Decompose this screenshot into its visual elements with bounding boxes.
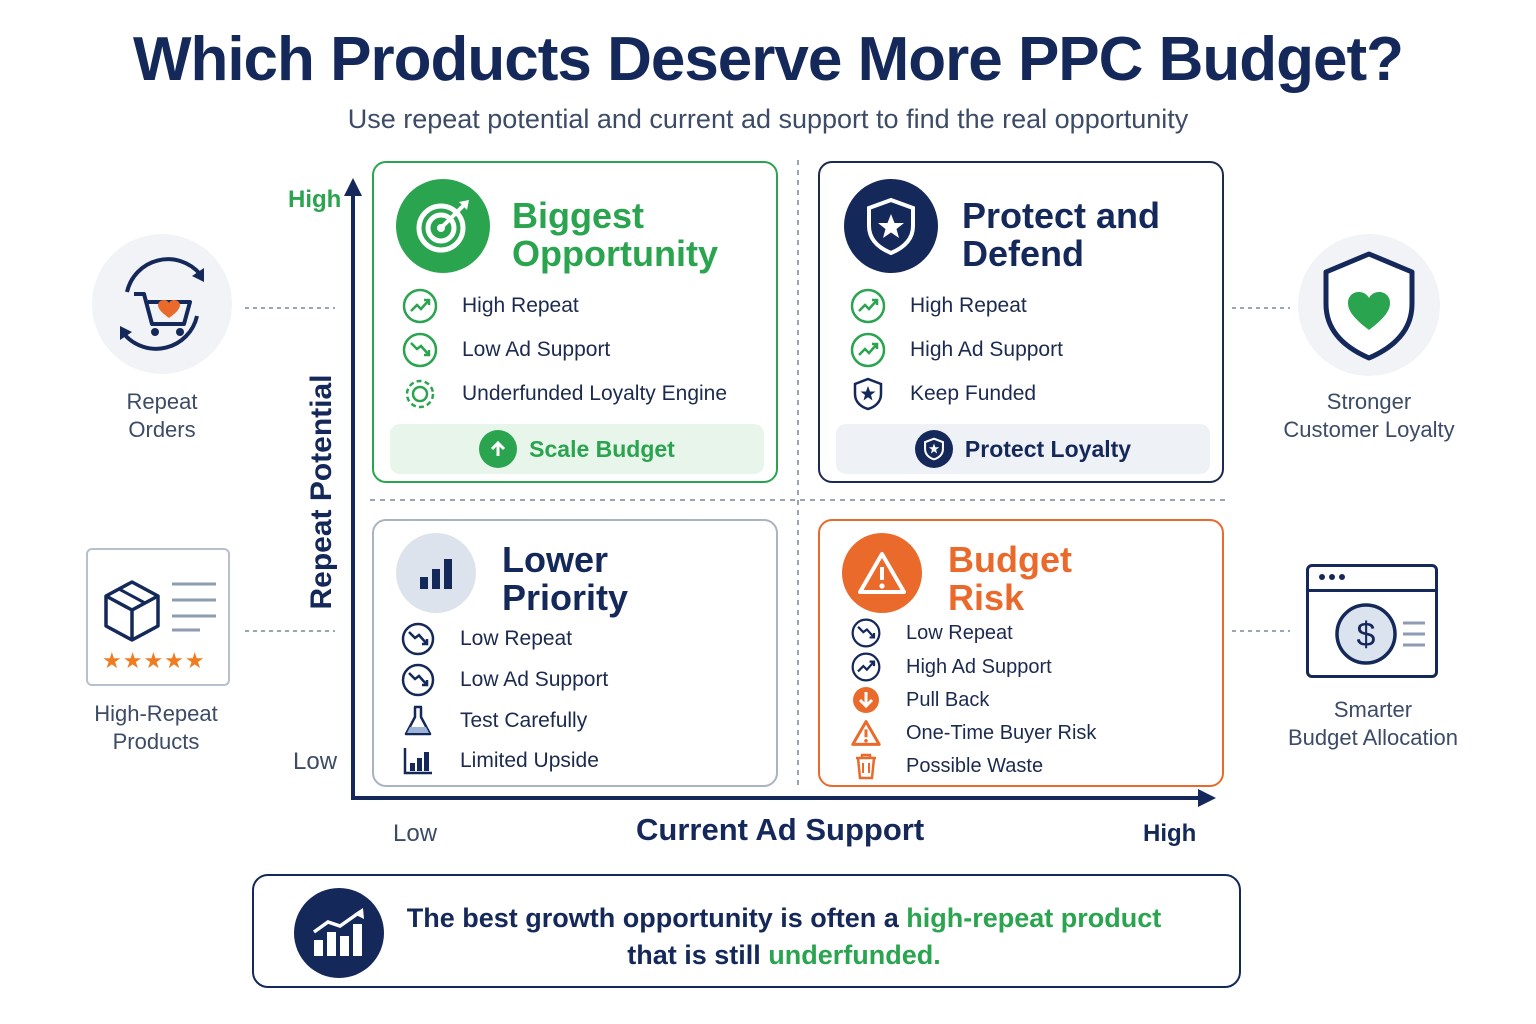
list-item: Underfunded Loyalty Engine xyxy=(402,376,727,412)
x-axis-arrow xyxy=(1198,789,1216,807)
target-icon xyxy=(396,179,490,273)
shield-heart-icon xyxy=(1323,251,1415,361)
list-item: Low Repeat xyxy=(400,621,572,657)
x-axis-high: High xyxy=(1143,820,1197,847)
footer-callout: The best growth opportunity is often a h… xyxy=(252,874,1241,988)
cart-repeat-icon xyxy=(120,257,204,351)
warning-icon xyxy=(842,533,922,613)
list-item: Possible Waste xyxy=(848,748,1043,784)
list-item: High Ad Support xyxy=(850,332,1063,368)
highlight-high-repeat: high-repeat product xyxy=(906,903,1162,933)
page-subtitle: Use repeat potential and current ad supp… xyxy=(347,104,1189,134)
list-item: Low Ad Support xyxy=(402,332,610,368)
footer-message: The best growth opportunity is often a h… xyxy=(406,903,1162,970)
bar-chart-icon xyxy=(400,743,436,779)
quadrant-title: Lower Priority xyxy=(502,539,629,618)
high-repeat-products-label: High-Repeat Products xyxy=(94,701,218,754)
high-repeat-products-card: ★★★★★ xyxy=(86,548,230,686)
list-item: Low Ad Support xyxy=(400,662,608,698)
quadrant-biggest-opportunity: Biggest Opportunity High Repeat Low Ad S… xyxy=(372,161,778,483)
growth-chart-icon xyxy=(294,888,384,978)
repeat-orders-badge xyxy=(92,234,232,374)
dollar-coin-icon: $ xyxy=(1335,603,1425,665)
list-item: High Repeat xyxy=(850,288,1027,324)
trash-icon xyxy=(848,748,884,784)
list-item: Test Carefully xyxy=(400,703,587,739)
list-item: Limited Upside xyxy=(400,743,599,779)
y-axis-label: Repeat Potential xyxy=(305,374,338,610)
x-axis-low: Low xyxy=(393,820,438,847)
protect-loyalty-button[interactable]: Protect Loyalty xyxy=(836,424,1210,474)
quadrant-lower-priority: Lower Priority Low Repeat Low Ad Support… xyxy=(372,519,778,787)
shield-star-icon xyxy=(850,376,886,412)
trend-down-icon xyxy=(402,332,438,368)
product-box-icon xyxy=(104,580,216,642)
scale-budget-button[interactable]: Scale Budget xyxy=(390,424,764,474)
quadrant-title: Protect and Defend xyxy=(962,195,1161,274)
list-item: Pull Back xyxy=(848,682,989,718)
page-title: Which Products Deserve More PPC Budget? xyxy=(132,25,1404,94)
quadrant-protect-defend: Protect and Defend High Repeat High Ad S… xyxy=(818,161,1224,483)
stronger-loyalty-label: Stronger Customer Loyalty xyxy=(1283,389,1455,442)
quadrant-title: Biggest Opportunity xyxy=(512,195,718,274)
five-star-rating-icon: ★★★★★ xyxy=(102,648,206,673)
arrow-down-icon xyxy=(848,682,884,718)
y-axis-arrow xyxy=(344,178,362,196)
repeat-orders-label: Repeat Orders xyxy=(126,389,198,442)
gear-icon xyxy=(402,376,438,412)
stronger-loyalty-badge xyxy=(1298,234,1440,376)
y-axis-high: High xyxy=(288,186,342,213)
trend-down-icon xyxy=(848,615,884,651)
trend-up-icon xyxy=(848,649,884,685)
warning-icon xyxy=(848,715,884,751)
arrow-up-icon xyxy=(479,430,518,468)
svg-text:$: $ xyxy=(1357,616,1376,654)
smarter-budget-card: $ xyxy=(1306,564,1438,678)
list-item: Keep Funded xyxy=(850,376,1036,412)
list-item: High Ad Support xyxy=(848,649,1052,685)
shield-star-icon xyxy=(844,179,938,273)
list-item: One-Time Buyer Risk xyxy=(848,715,1096,751)
shield-star-icon xyxy=(914,430,953,468)
quadrant-title: Budget Risk xyxy=(948,539,1072,618)
trend-up-icon xyxy=(850,288,886,324)
trend-up-icon xyxy=(850,332,886,368)
trend-down-icon xyxy=(400,662,436,698)
highlight-underfunded: underfunded. xyxy=(768,940,941,970)
trend-down-icon xyxy=(400,621,436,657)
trend-up-icon xyxy=(402,288,438,324)
browser-bar xyxy=(1309,567,1435,592)
smarter-budget-label: Smarter Budget Allocation xyxy=(1287,697,1459,750)
x-axis-label: Current Ad Support xyxy=(636,812,925,847)
list-item: Low Repeat xyxy=(848,615,1013,651)
quadrant-budget-risk: Budget Risk Low Repeat High Ad Support P… xyxy=(818,519,1224,787)
flask-icon xyxy=(400,703,436,739)
list-item: High Repeat xyxy=(402,288,579,324)
bar-chart-icon xyxy=(396,533,476,613)
y-axis-low: Low xyxy=(293,748,338,775)
